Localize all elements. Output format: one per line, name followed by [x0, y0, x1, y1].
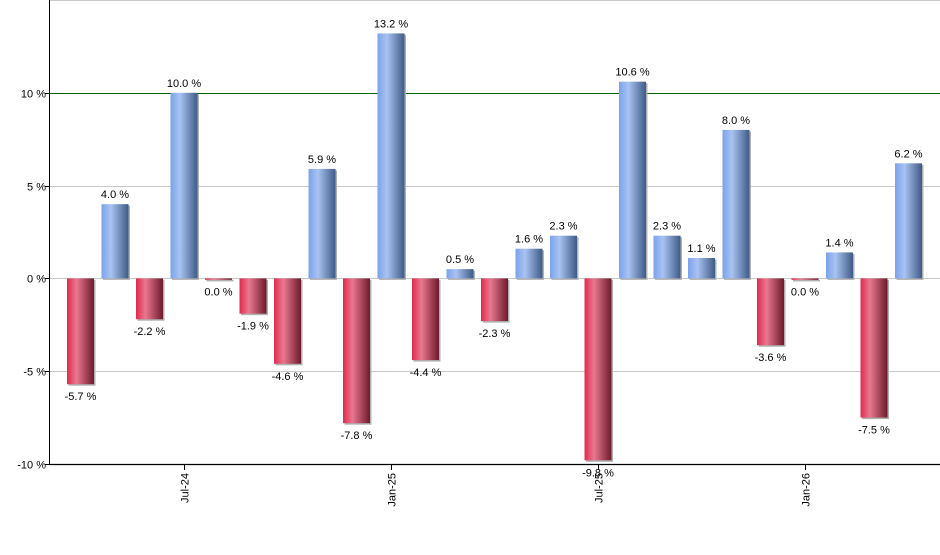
bar	[688, 257, 715, 279]
data-label: 1.6 %	[515, 234, 543, 246]
data-label: -4.6 %	[272, 371, 304, 383]
bar	[308, 168, 336, 279]
bar	[757, 278, 784, 346]
data-label: -4.4 %	[410, 367, 442, 379]
bar	[274, 278, 301, 364]
x-tick-label: Jul-25	[594, 473, 606, 503]
data-label: 5.9 %	[308, 154, 336, 166]
data-label: -5.7 %	[65, 391, 97, 403]
data-label: -2.2 %	[134, 326, 166, 338]
bar	[550, 235, 577, 279]
data-label: 1.4 %	[825, 237, 853, 249]
data-label: 10.0 %	[167, 78, 201, 90]
bar	[791, 278, 819, 280]
data-label: 13.2 %	[374, 18, 408, 30]
bar	[722, 129, 750, 279]
data-label: -1.9 %	[237, 321, 269, 333]
data-label: 2.3 %	[653, 221, 681, 233]
bar	[239, 278, 267, 314]
y-tick-label: 0 %	[27, 274, 46, 286]
data-label: 10.6 %	[615, 67, 649, 79]
y-tick-label: -10 %	[17, 460, 46, 472]
bar	[860, 278, 888, 418]
y-tick-label: 10 %	[21, 89, 46, 101]
bar	[205, 278, 232, 280]
data-label: -2.3 %	[479, 328, 511, 340]
bar	[895, 163, 922, 279]
bar	[653, 235, 681, 279]
data-label: 0.0 %	[204, 286, 232, 298]
y-tick-label: 5 %	[27, 182, 46, 194]
x-tick-label: Jul-24	[180, 473, 192, 503]
bar	[412, 278, 439, 361]
data-label: 8.0 %	[722, 115, 750, 127]
data-label: 0.5 %	[446, 254, 474, 266]
bar-shadow	[793, 279, 820, 282]
bar	[377, 33, 405, 279]
data-label: -9.8 %	[582, 467, 614, 479]
bar-shadow	[206, 279, 234, 282]
x-tick-label: Jan-26	[801, 473, 813, 507]
bar	[170, 92, 198, 279]
bar	[101, 204, 129, 279]
data-label: -3.6 %	[755, 352, 787, 364]
bar	[619, 81, 646, 279]
bar	[481, 278, 508, 322]
x-tick-label: Jan-25	[387, 473, 399, 507]
data-label: 1.1 %	[687, 243, 715, 255]
bar	[136, 278, 163, 320]
data-label: 0.0 %	[791, 286, 819, 298]
bar	[826, 252, 853, 279]
data-label: -7.8 %	[341, 430, 373, 442]
data-label: 4.0 %	[101, 189, 129, 201]
bar	[446, 269, 474, 279]
data-label: 6.2 %	[894, 148, 922, 160]
bar	[515, 248, 543, 279]
y-tick-label: -5 %	[23, 367, 46, 379]
data-label: 2.3 %	[549, 221, 577, 233]
bar	[67, 278, 94, 385]
bar	[343, 278, 370, 424]
data-label: -7.5 %	[858, 425, 890, 437]
bar	[584, 278, 612, 461]
